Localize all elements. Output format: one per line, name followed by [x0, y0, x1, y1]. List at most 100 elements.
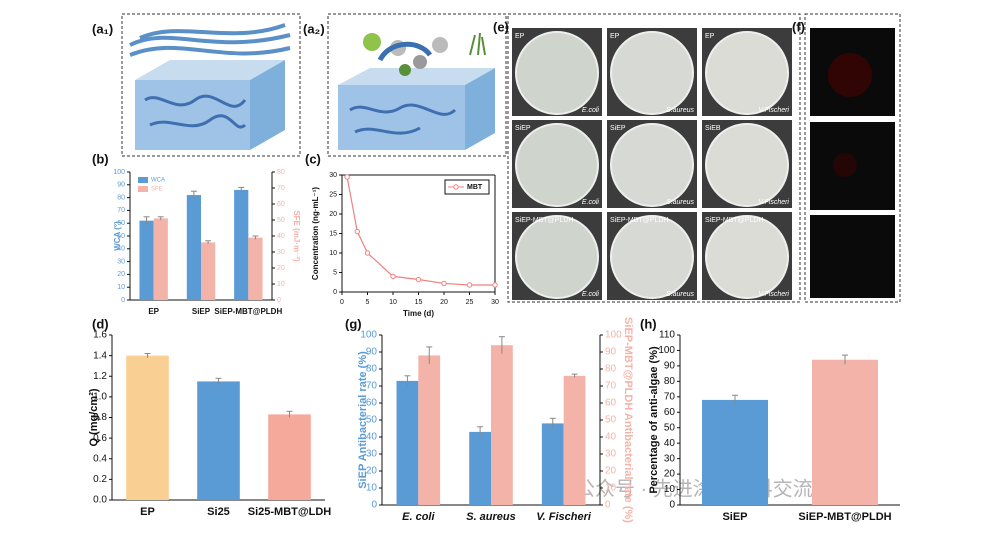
y-tick-label: 80	[664, 376, 676, 387]
bar	[268, 414, 311, 500]
chart: (b) 0 10 20 30 40 50 60 70 80 90 100 0 10 20 30 40 50 60 70…	[92, 151, 301, 316]
dish	[705, 215, 789, 299]
y2-tick-label: 70	[605, 381, 617, 392]
x-tick-label: SiEP	[192, 307, 211, 316]
y2-tick-label: 80	[605, 364, 617, 375]
legend-box	[444, 179, 490, 195]
marker	[466, 282, 473, 288]
panel-label: (d)	[92, 316, 109, 331]
dish-label: EP	[515, 33, 525, 40]
y-tick-label: 60	[664, 407, 676, 418]
dish-label: SiEP-MBT@PLDH	[515, 217, 573, 224]
dish	[515, 31, 599, 115]
dish	[515, 123, 599, 207]
y-tick-label: 10	[329, 250, 337, 257]
y-axis-label: SiEP Antibacterial rate (%)	[357, 351, 369, 489]
legend-swatch	[138, 186, 148, 192]
dish-label: EP	[610, 33, 620, 40]
x-tick-label: SiEP-MBT@PLDH	[214, 307, 282, 316]
y-tick-label: 0.2	[93, 474, 107, 485]
y-tick-label: 20	[664, 469, 676, 480]
bar	[396, 380, 419, 505]
bar	[563, 375, 586, 505]
y-tick-label: 40	[366, 432, 378, 443]
y2-tick-label: 50	[277, 217, 285, 224]
y2-tick-label: 60	[605, 398, 617, 409]
bar	[186, 195, 201, 300]
y-tick-label: 40	[664, 438, 676, 449]
panel-label: (g)	[345, 316, 362, 331]
dish-species: S.aureus	[666, 291, 695, 298]
bar	[197, 381, 240, 500]
dish	[610, 31, 694, 115]
y-tick-label: 10	[664, 484, 676, 495]
y-tick-label: 5	[333, 269, 337, 276]
legend-marker	[453, 184, 459, 190]
x-tick-label: 30	[491, 299, 499, 306]
y2-tick-label: 20	[277, 265, 285, 272]
bar	[139, 220, 154, 300]
bar	[126, 355, 169, 500]
illustration-a2	[338, 32, 495, 150]
marker	[390, 273, 396, 280]
y-tick-label: 0.6	[93, 433, 107, 444]
panel-label: (h)	[640, 316, 657, 331]
line	[346, 176, 495, 286]
y-axis-label: Concentration (ng·mL⁻¹)	[311, 187, 320, 280]
y-tick-label: 30	[366, 449, 378, 460]
y-tick-label: 90	[117, 182, 125, 189]
y2-tick-label: 90	[605, 347, 617, 358]
y2-tick-label: 40	[605, 432, 617, 443]
x-tick-label: 10	[389, 299, 397, 306]
x-tick-label: E. coli	[402, 511, 435, 523]
bar	[702, 399, 768, 505]
y-tick-label: 70	[664, 391, 676, 402]
y-tick-label: 30	[329, 172, 337, 179]
dish-label: SiEP-MBT@PLDH	[705, 217, 763, 224]
bar	[201, 242, 216, 300]
y-tick-label: 1.2	[93, 371, 107, 382]
legend-label: WCA	[151, 178, 165, 184]
y-tick-label: 100	[113, 169, 125, 176]
y-tick-label: 30	[117, 258, 125, 265]
y2-tick-label: 50	[605, 415, 617, 426]
y-tick-label: 1.0	[93, 392, 107, 403]
y-tick-label: 90	[664, 361, 676, 372]
y-tick-label: 1.6	[93, 330, 107, 341]
panel-frame	[804, 13, 901, 303]
y-tick-label: 20	[117, 271, 125, 278]
y2-tick-label: 60	[277, 201, 285, 208]
y-tick-label: 100	[360, 330, 377, 341]
fluorescence-images	[810, 28, 895, 298]
dish-species: V.Fischeri	[758, 291, 789, 298]
y-tick-label: 0.0	[93, 495, 107, 506]
y2-tick-label: 40	[277, 233, 285, 240]
dish-species: E.coli	[582, 199, 600, 206]
dish-label: EP	[705, 33, 715, 40]
y-tick-label: 0	[371, 500, 377, 511]
legend-label: SFE	[151, 187, 163, 193]
y2-tick-label: 100	[605, 330, 622, 341]
y-axis-label: Percentage of anti-algae (%)	[648, 346, 660, 494]
x-tick-label: Si25	[207, 506, 230, 518]
dish	[705, 31, 789, 115]
x-tick-label: S. aureus	[466, 511, 516, 523]
x-tick-label: EP	[140, 506, 155, 518]
y-tick-label: 50	[117, 233, 125, 240]
bar	[153, 218, 168, 300]
bar	[248, 237, 263, 300]
y2-tick-label: 20	[605, 466, 617, 477]
y2-tick-label: 30	[277, 249, 285, 256]
y2-axis-label: SFE (mJ·m⁻²)	[292, 210, 301, 262]
y-tick-label: 110	[659, 330, 675, 341]
dish	[610, 215, 694, 299]
y-tick-label: 10	[117, 284, 125, 291]
bar	[469, 431, 491, 505]
y-tick-label: 25	[329, 191, 337, 198]
y-tick-label: 1.4	[93, 350, 107, 361]
y2-tick-label: 0	[277, 297, 281, 304]
y-tick-label: 0	[333, 289, 337, 296]
y2-tick-label: 70	[277, 185, 285, 192]
dish-species: S.aureus	[666, 199, 695, 206]
